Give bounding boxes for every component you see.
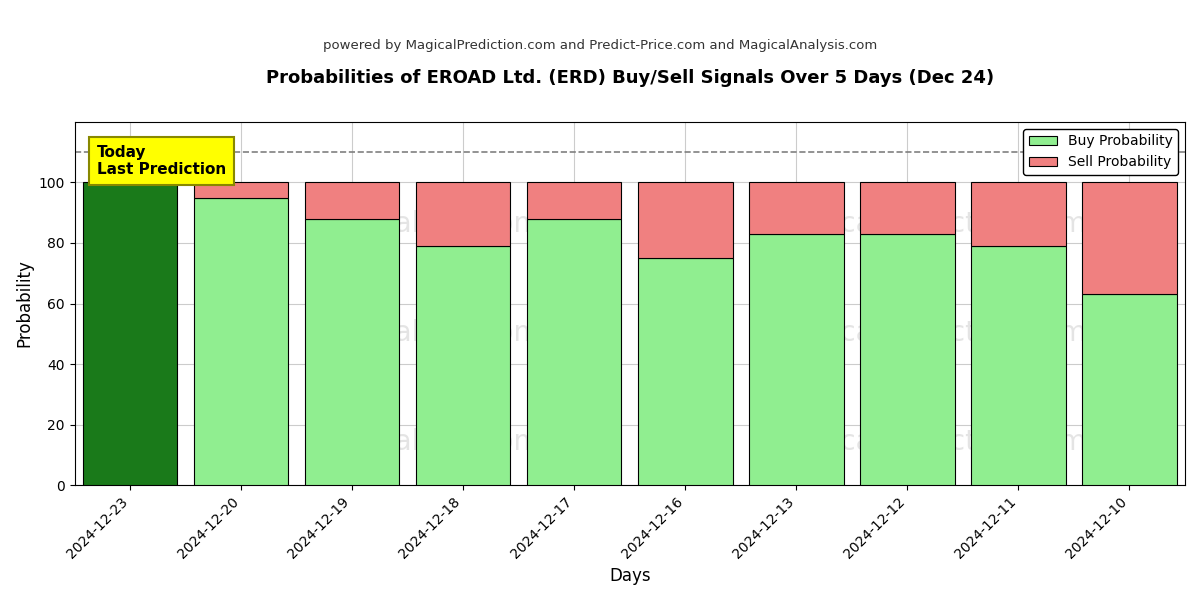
Text: MagicalPrediction.com: MagicalPrediction.com: [774, 209, 1086, 238]
Bar: [416, 246, 510, 485]
Text: calAnalysis.com: calAnalysis.com: [319, 209, 541, 238]
Bar: [971, 246, 1066, 485]
Text: Today
Last Prediction: Today Last Prediction: [97, 145, 226, 178]
Bar: [527, 182, 622, 219]
Bar: [83, 182, 178, 485]
Bar: [860, 182, 955, 234]
Text: calAnalysis.com: calAnalysis.com: [319, 319, 541, 347]
Bar: [638, 182, 732, 258]
Bar: [1082, 295, 1177, 485]
Y-axis label: Probability: Probability: [16, 260, 34, 347]
Bar: [194, 182, 288, 197]
Bar: [749, 234, 844, 485]
Bar: [527, 219, 622, 485]
Bar: [860, 234, 955, 485]
Bar: [971, 182, 1066, 246]
X-axis label: Days: Days: [610, 567, 650, 585]
Title: Probabilities of EROAD Ltd. (ERD) Buy/Sell Signals Over 5 Days (Dec 24): Probabilities of EROAD Ltd. (ERD) Buy/Se…: [265, 69, 994, 87]
Bar: [638, 258, 732, 485]
Text: calAnalysis.com: calAnalysis.com: [319, 428, 541, 455]
Text: MagicalPrediction.com: MagicalPrediction.com: [774, 319, 1086, 347]
Bar: [749, 182, 844, 234]
Bar: [1082, 182, 1177, 295]
Bar: [305, 219, 400, 485]
Text: powered by MagicalPrediction.com and Predict-Price.com and MagicalAnalysis.com: powered by MagicalPrediction.com and Pre…: [323, 38, 877, 52]
Bar: [194, 197, 288, 485]
Bar: [305, 182, 400, 219]
Bar: [416, 182, 510, 246]
Legend: Buy Probability, Sell Probability: Buy Probability, Sell Probability: [1024, 129, 1178, 175]
Text: MagicalPrediction.com: MagicalPrediction.com: [774, 428, 1086, 455]
